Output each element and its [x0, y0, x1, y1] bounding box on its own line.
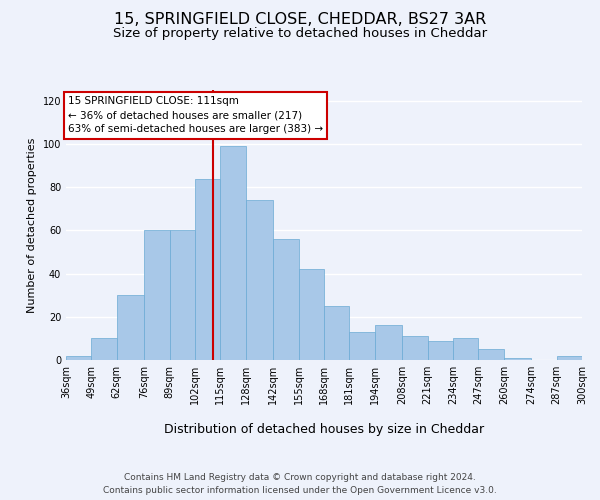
Bar: [144, 230, 170, 360]
Bar: [117, 295, 144, 360]
Text: 15 SPRINGFIELD CLOSE: 111sqm
← 36% of detached houses are smaller (217)
63% of s: 15 SPRINGFIELD CLOSE: 111sqm ← 36% of de…: [68, 96, 323, 134]
Text: Contains HM Land Registry data © Crown copyright and database right 2024.
Contai: Contains HM Land Registry data © Crown c…: [103, 473, 497, 495]
Bar: [324, 306, 349, 360]
Text: 15, SPRINGFIELD CLOSE, CHEDDAR, BS27 3AR: 15, SPRINGFIELD CLOSE, CHEDDAR, BS27 3AR: [114, 12, 486, 28]
Text: Size of property relative to detached houses in Cheddar: Size of property relative to detached ho…: [113, 28, 487, 40]
Bar: [299, 270, 324, 360]
Bar: [246, 200, 273, 360]
Text: Distribution of detached houses by size in Cheddar: Distribution of detached houses by size …: [164, 422, 484, 436]
Bar: [273, 239, 299, 360]
Bar: [402, 336, 428, 360]
Bar: [170, 230, 195, 360]
Bar: [220, 146, 246, 360]
Bar: [349, 332, 375, 360]
Bar: [428, 340, 453, 360]
Bar: [557, 356, 582, 360]
Bar: [66, 356, 91, 360]
Bar: [453, 338, 478, 360]
Bar: [375, 326, 402, 360]
Bar: [504, 358, 531, 360]
Y-axis label: Number of detached properties: Number of detached properties: [27, 138, 37, 312]
Bar: [195, 178, 220, 360]
Bar: [478, 349, 504, 360]
Bar: [91, 338, 117, 360]
